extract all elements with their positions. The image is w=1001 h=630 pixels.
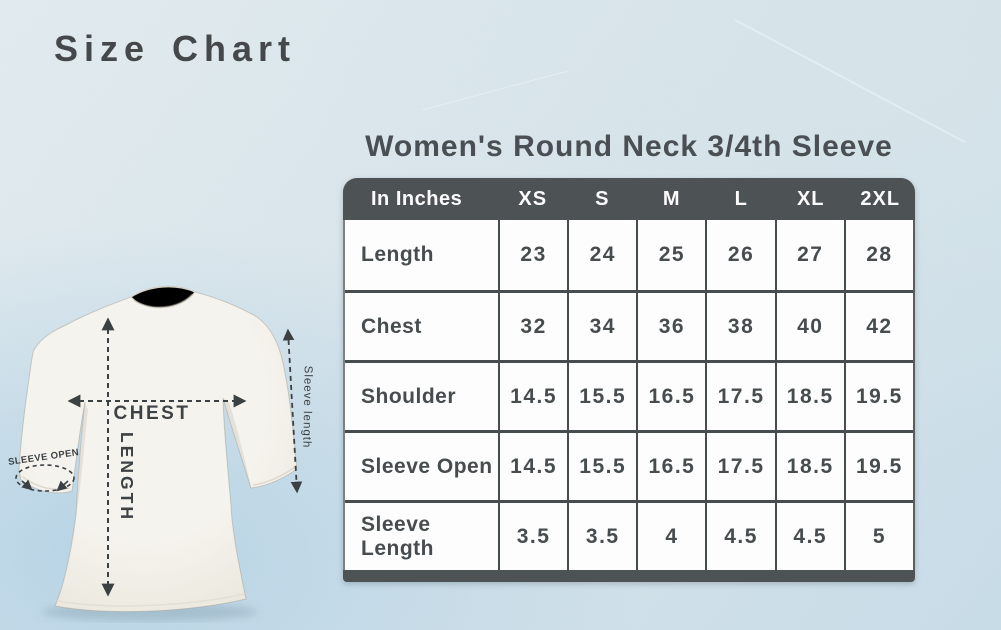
shirt-measurement-diagram: CHEST LENGTH Sleeve length SLEEVE OPEN <box>8 285 314 621</box>
cell-value: 24 <box>567 220 636 290</box>
cell-value: 32 <box>498 293 567 360</box>
length-label: LENGTH <box>117 432 137 522</box>
cell-value: 40 <box>774 293 844 360</box>
cell-value: 23 <box>498 220 567 290</box>
table-row-sleeve-open: Sleeve Open 14.5 15.5 16.5 17.5 18.5 19.… <box>345 430 913 500</box>
cell-value: 14.5 <box>498 433 567 500</box>
table-row-shoulder: Shoulder 14.5 15.5 16.5 17.5 18.5 19.5 <box>345 360 913 430</box>
cell-value: 19.5 <box>843 363 913 430</box>
cell-value: 15.5 <box>567 363 636 430</box>
cell-value: 16.5 <box>636 363 705 430</box>
chest-label: CHEST <box>114 403 191 424</box>
size-header-m: M <box>662 187 681 210</box>
sleeve-open-ellipse <box>15 464 75 492</box>
cell-value: 18.5 <box>774 363 844 430</box>
cell-value: 25 <box>636 220 705 290</box>
cell-value: 38 <box>705 293 774 360</box>
sleeve-open-arrow-left <box>21 479 33 491</box>
table-header-row: In Inches XS S M L XL 2XL <box>343 178 915 220</box>
cell-value: 5 <box>843 503 913 570</box>
cell-value: 3.5 <box>498 503 567 570</box>
collar-shadow-line <box>133 293 193 308</box>
size-header-xs: XS <box>518 187 548 210</box>
cell-value: 17.5 <box>705 433 774 500</box>
shirt-body <box>18 285 298 613</box>
cell-value: 36 <box>636 293 705 360</box>
row-label: Length <box>361 243 434 266</box>
background-scratch <box>734 19 966 143</box>
left-armpit-shade <box>76 402 88 515</box>
sleeve-open-arrow-right <box>56 480 69 492</box>
cell-value: 42 <box>843 293 913 360</box>
sleeve-length-label: Sleeve length <box>300 366 313 449</box>
background-scratch <box>422 70 568 111</box>
cell-value: 28 <box>843 220 913 290</box>
size-header-xl: XL <box>796 187 825 210</box>
cell-value: 14.5 <box>498 363 567 430</box>
row-label: Shoulder <box>361 384 457 408</box>
table-bottom-bar <box>343 570 915 582</box>
row-label: Chest <box>361 314 422 338</box>
cell-value: 4 <box>636 503 705 570</box>
cell-value: 3.5 <box>567 503 636 570</box>
unit-header: In Inches <box>371 187 463 210</box>
right-armpit-shade <box>223 398 251 488</box>
size-table: In Inches XS S M L XL 2XL Length 23 24 2… <box>343 178 915 582</box>
row-label: Sleeve Length <box>361 512 434 560</box>
table-title: Women's Round Neck 3/4th Sleeve <box>365 130 893 163</box>
size-header-s: S <box>595 187 610 210</box>
cell-value: 27 <box>774 220 844 290</box>
cell-value: 4.5 <box>705 503 774 570</box>
page-title: Size Chart <box>54 28 297 69</box>
cell-value: 26 <box>705 220 774 290</box>
cell-value: 19.5 <box>843 433 913 500</box>
size-header-l: L <box>734 187 748 210</box>
size-header-2xl: 2XL <box>860 187 901 210</box>
cell-value: 34 <box>567 293 636 360</box>
table-row-chest: Chest 32 34 36 38 40 42 <box>345 290 913 360</box>
table-body: Length 23 24 25 26 27 28 Chest 32 34 36 … <box>343 220 915 570</box>
row-label: Sleeve Open <box>361 454 493 478</box>
cell-value: 15.5 <box>567 433 636 500</box>
cell-value: 16.5 <box>636 433 705 500</box>
cell-value: 17.5 <box>705 363 774 430</box>
table-row-sleeve-length: Sleeve Length 3.5 3.5 4 4.5 4.5 5 <box>345 500 913 570</box>
hem-seam <box>56 593 245 607</box>
cell-value: 18.5 <box>774 433 844 500</box>
cell-value: 4.5 <box>774 503 844 570</box>
table-row-length: Length 23 24 25 26 27 28 <box>345 220 913 290</box>
